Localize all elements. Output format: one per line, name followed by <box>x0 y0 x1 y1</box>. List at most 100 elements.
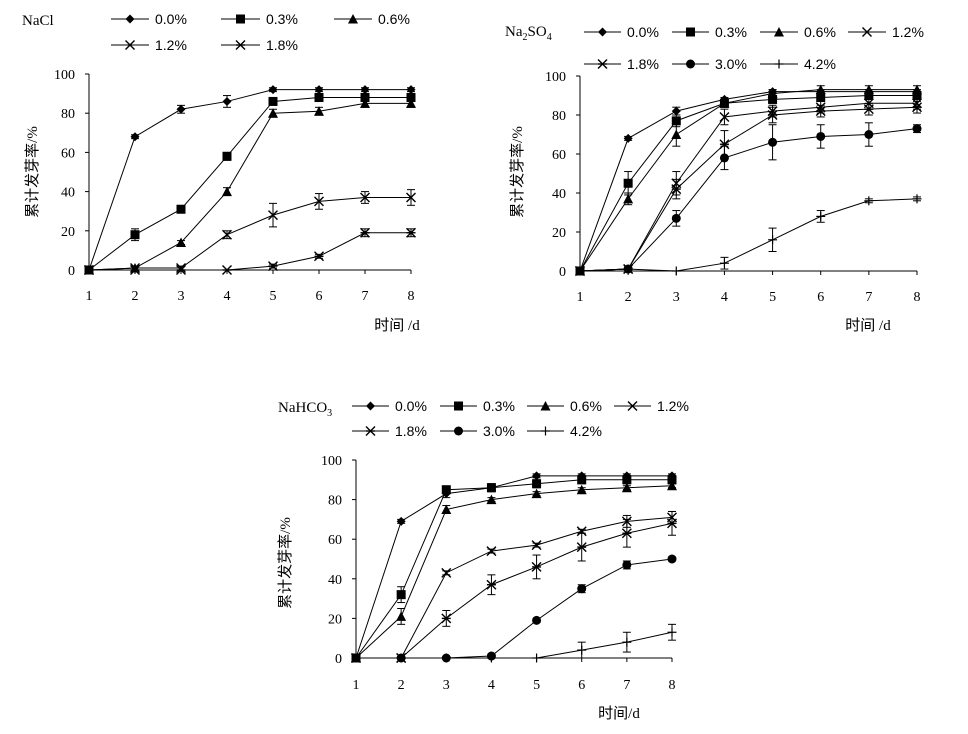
data-point <box>268 85 278 95</box>
nahco3-chart: NaHCO3 0 20 40 60 80 100 1 2 3 4 5 6 7 8 累计发芽率/% 时间/d 0.0… <box>277 398 689 722</box>
legend-item: 4.2% <box>527 423 602 439</box>
data-point <box>912 124 922 134</box>
legend-item: 0.0% <box>111 11 187 27</box>
data-point <box>486 546 497 557</box>
legend-marker <box>366 401 375 411</box>
x-axis-label: 时间 /d <box>374 317 420 334</box>
series-line <box>355 485 673 659</box>
legend-label: 1.8% <box>627 56 659 72</box>
legend-label: 0.3% <box>715 24 747 40</box>
y-axis-label: 累计发芽率/% <box>509 126 526 218</box>
data-point <box>532 653 542 663</box>
legend-label: 0.3% <box>483 398 515 414</box>
x-tick-label: 4 <box>488 678 495 693</box>
data-point <box>314 251 324 262</box>
legend-item: 1.2% <box>111 37 187 53</box>
legend-item: 3.0% <box>672 56 747 72</box>
data-point <box>222 186 232 197</box>
x-tick-label: 5 <box>769 290 776 305</box>
data-point <box>863 84 874 95</box>
y-axis-label: 累计发芽率/% <box>24 126 41 218</box>
data-point <box>314 85 324 95</box>
data-point <box>576 542 587 553</box>
data-point <box>130 263 140 274</box>
y-tick-label: 100 <box>545 70 566 85</box>
data-point <box>623 178 633 188</box>
data-point <box>912 84 922 95</box>
x-tick-label: 4 <box>224 289 231 304</box>
y-tick-label: 100 <box>321 454 342 469</box>
series-line <box>355 479 672 659</box>
legend: 0.0% 0.3% 0.6% 1.2% 1.8% 3.0% 4.2% <box>352 398 689 439</box>
y-tick-label: 20 <box>328 612 342 627</box>
x-tick-label: 8 <box>408 289 415 304</box>
data-point <box>912 102 922 113</box>
x-tick-label: 7 <box>362 289 369 304</box>
legend-marker <box>365 426 376 436</box>
y-tick-label: 20 <box>552 226 566 241</box>
series-line <box>88 196 411 271</box>
data-point <box>622 560 632 570</box>
y-tick-label: 100 <box>54 68 75 83</box>
data-point <box>671 266 681 276</box>
series-0.3% <box>84 93 416 275</box>
data-point <box>406 227 416 238</box>
legend-marker <box>454 426 463 436</box>
data-point <box>360 192 370 203</box>
series-0.0% <box>84 85 416 275</box>
y-tick-label: 80 <box>552 109 566 124</box>
data-point <box>84 265 94 275</box>
series-line <box>579 91 917 272</box>
data-point <box>816 131 826 141</box>
series-line <box>88 89 411 271</box>
y-tick-label: 60 <box>552 148 566 163</box>
data-point <box>360 227 370 238</box>
series-line <box>356 522 673 659</box>
legend-label: 0.0% <box>155 11 187 27</box>
data-point <box>406 192 416 203</box>
data-point <box>864 91 874 100</box>
series-0.3% <box>351 475 677 663</box>
legend-label: 3.0% <box>483 423 515 439</box>
data-point <box>406 85 416 95</box>
legend-item: 0.0% <box>584 24 659 40</box>
data-point <box>486 653 496 663</box>
data-point <box>667 475 677 485</box>
data-point <box>768 235 778 245</box>
legend-marker <box>235 40 246 50</box>
legend-label: 1.8% <box>266 37 298 53</box>
data-point <box>575 266 585 276</box>
series-1.2% <box>84 189 416 275</box>
legend-item: 1.8% <box>352 423 427 439</box>
data-point <box>531 561 542 572</box>
legend-label: 0.6% <box>804 24 836 40</box>
legend-item: 1.8% <box>221 37 298 53</box>
data-point <box>816 211 826 221</box>
legend-label: 4.2% <box>804 56 836 72</box>
series-line <box>579 198 918 272</box>
data-point <box>268 96 278 106</box>
data-point <box>486 494 497 505</box>
x-tick-label: 3 <box>673 290 680 305</box>
data-point <box>622 637 632 647</box>
series-1.8% <box>84 227 416 275</box>
data-point <box>815 106 826 117</box>
series-line <box>356 516 673 659</box>
series-0.6% <box>351 480 677 663</box>
x-axis-label: 时间/d <box>598 705 640 722</box>
series-line <box>579 106 918 272</box>
x-axis-label: 时间 /d <box>845 317 891 334</box>
data-point <box>667 480 677 491</box>
data-point <box>816 92 826 102</box>
x-tick-label: 5 <box>270 289 277 304</box>
data-point <box>621 528 632 539</box>
legend-marker <box>862 27 872 37</box>
series-0.6% <box>84 98 416 275</box>
data-point <box>622 475 632 485</box>
data-point <box>815 84 826 95</box>
legend-marker <box>598 27 607 37</box>
y-tick-label: 0 <box>68 264 75 279</box>
x-tick-label: 1 <box>86 289 93 304</box>
series-line <box>356 631 673 659</box>
data-point <box>222 151 232 161</box>
